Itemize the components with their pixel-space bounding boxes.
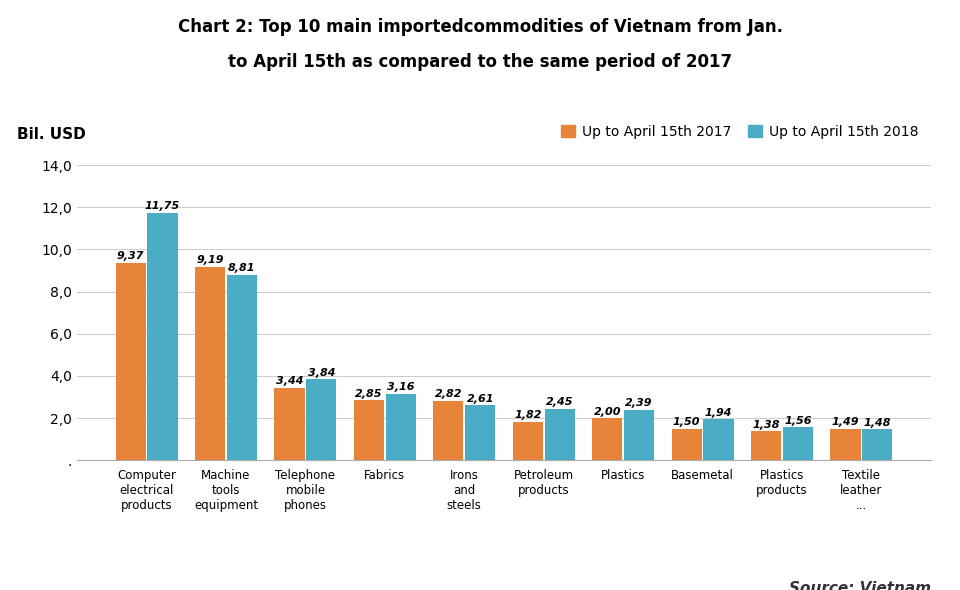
Bar xyxy=(592,418,622,460)
Bar xyxy=(354,400,384,460)
Text: 2,39: 2,39 xyxy=(625,398,653,408)
Text: 1,56: 1,56 xyxy=(784,416,811,426)
Text: 1,94: 1,94 xyxy=(705,408,732,418)
Text: to April 15th as compared to the same period of 2017: to April 15th as compared to the same pe… xyxy=(228,53,732,71)
Text: 8,81: 8,81 xyxy=(228,263,255,273)
Text: 2,00: 2,00 xyxy=(593,407,621,417)
Bar xyxy=(862,429,893,460)
Bar xyxy=(513,422,543,460)
Text: 3,16: 3,16 xyxy=(387,382,415,392)
Bar xyxy=(306,379,336,460)
Bar xyxy=(386,394,416,460)
Bar xyxy=(704,419,733,460)
Text: 2,61: 2,61 xyxy=(467,394,494,404)
Bar xyxy=(672,428,702,460)
Text: 3,44: 3,44 xyxy=(276,376,303,386)
Text: 3,84: 3,84 xyxy=(307,368,335,378)
Text: 1,82: 1,82 xyxy=(514,411,541,421)
Bar xyxy=(433,401,464,460)
Text: 2,45: 2,45 xyxy=(546,397,573,407)
Text: Source: Vietnam
Customs: Source: Vietnam Customs xyxy=(789,581,931,590)
Bar xyxy=(465,405,495,460)
Text: Bil. USD: Bil. USD xyxy=(17,127,85,142)
Legend: Up to April 15th 2017, Up to April 15th 2018: Up to April 15th 2017, Up to April 15th … xyxy=(556,119,924,144)
Text: 1,49: 1,49 xyxy=(831,417,859,427)
Bar xyxy=(830,429,860,460)
Bar xyxy=(624,410,654,460)
Bar xyxy=(227,274,257,460)
Bar xyxy=(544,409,575,460)
Text: 2,82: 2,82 xyxy=(435,389,462,399)
Text: 1,48: 1,48 xyxy=(864,418,891,428)
Text: 11,75: 11,75 xyxy=(145,201,180,211)
Bar xyxy=(195,267,226,460)
Bar xyxy=(115,263,146,460)
Text: 1,38: 1,38 xyxy=(753,419,780,430)
Text: 2,85: 2,85 xyxy=(355,389,383,399)
Bar xyxy=(275,388,304,460)
Text: 9,37: 9,37 xyxy=(117,251,144,261)
Bar xyxy=(751,431,781,460)
Text: Chart 2: Top 10 main importedcommodities of Vietnam from Jan.: Chart 2: Top 10 main importedcommodities… xyxy=(178,18,782,36)
Bar xyxy=(782,427,813,460)
Text: 1,50: 1,50 xyxy=(673,417,701,427)
Text: 9,19: 9,19 xyxy=(197,255,224,265)
Bar xyxy=(148,212,178,460)
